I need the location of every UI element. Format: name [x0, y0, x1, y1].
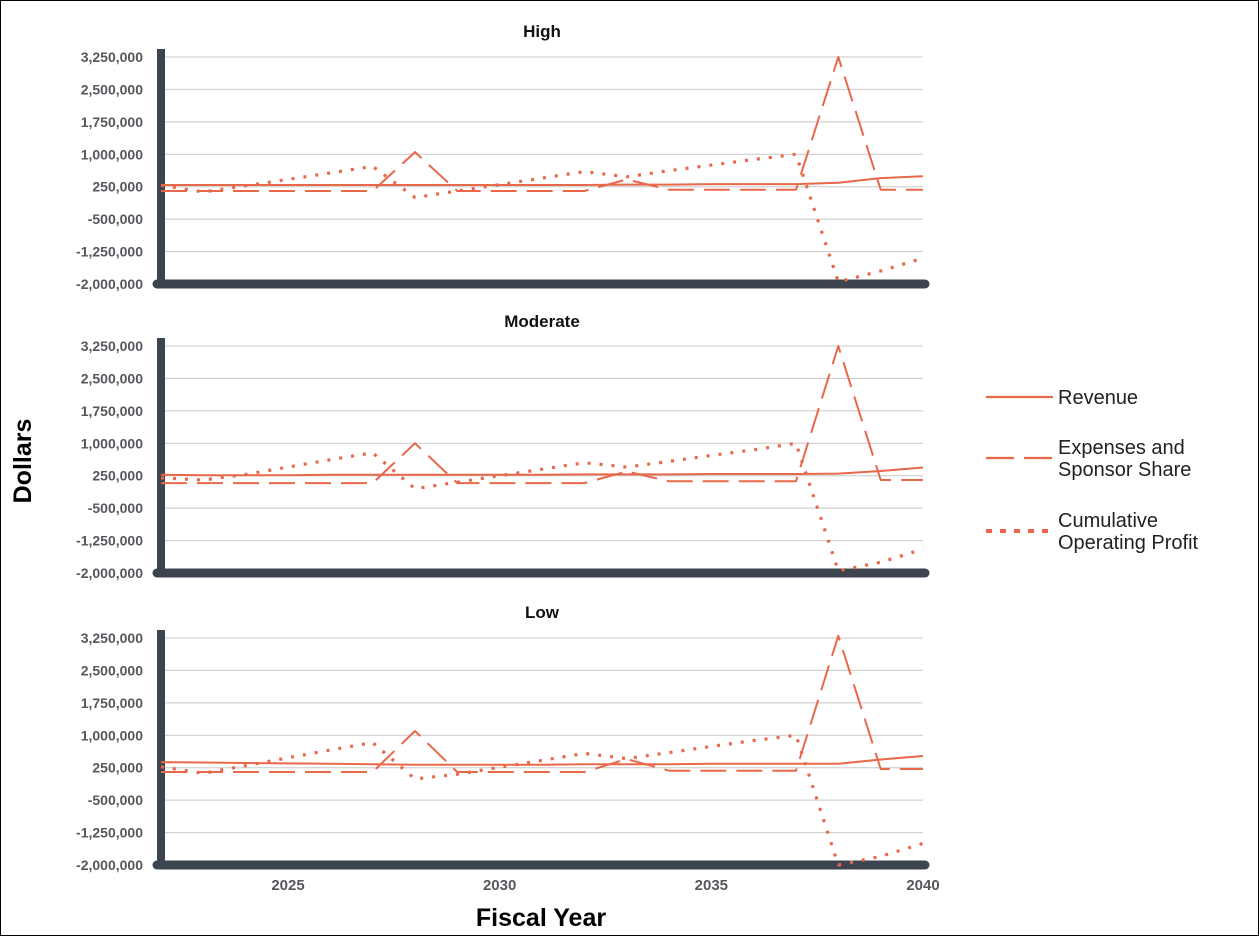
series-expenses-and-sponsor-share [161, 345, 923, 485]
panel-title: Low [525, 603, 560, 622]
panel-moderate: Moderate -2,000,000 -1,250,000 -500,000 250,… [76, 312, 930, 581]
legend-label: Revenue [1058, 387, 1138, 409]
panel-title: High [523, 22, 561, 41]
legend-label: Cumulative [1058, 510, 1158, 532]
y-tick-label: -500,000 [88, 211, 143, 227]
y-tick-label: -1,250,000 [76, 825, 143, 841]
panel-low: Low -2,000,000 -1,250,000 -500,000 250,000 1,… [76, 603, 930, 873]
legend-label: Expenses and [1058, 437, 1185, 459]
y-tick-label: -500,000 [88, 792, 143, 808]
x-tick-label: 2040 [906, 877, 939, 894]
y-tick-label: 1,000,000 [81, 146, 143, 162]
y-tick-label: 2,500,000 [81, 662, 143, 678]
y-tick-label: -2,000,000 [76, 565, 143, 581]
y-tick-label: -2,000,000 [76, 276, 143, 292]
y-tick-label: 1,750,000 [81, 403, 143, 419]
legend-label: Operating Profit [1058, 532, 1199, 554]
y-tick-label: -1,250,000 [76, 244, 143, 260]
x-tick-label: 2030 [483, 877, 516, 894]
x-axis-title: Fiscal Year [476, 904, 606, 932]
y-tick-label: 1,000,000 [81, 727, 143, 743]
series-revenue [160, 755, 924, 766]
legend-label: Sponsor Share [1058, 459, 1191, 481]
y-tick-label: -500,000 [88, 500, 143, 516]
x-tick-label: 2025 [271, 877, 304, 894]
panel-high: High -2,000,000 -1,250,000 -500,000 250,000 1… [76, 22, 930, 292]
series-revenue [160, 466, 924, 477]
series-revenue [161, 175, 924, 186]
y-tick-label: 2,500,000 [81, 370, 143, 386]
y-tick-label: 250,000 [92, 760, 143, 776]
y-tick-label: -1,250,000 [76, 533, 143, 549]
y-tick-label: 3,250,000 [81, 630, 143, 646]
y-tick-label: 1,000,000 [81, 435, 143, 451]
x-axis-ticks: 2025 2030 2035 2040 [271, 877, 939, 894]
series-expenses-and-sponsor-share [161, 634, 923, 773]
y-tick-label: 250,000 [92, 468, 143, 484]
y-tick-label: 250,000 [92, 179, 143, 195]
y-tick-label: 2,500,000 [81, 81, 143, 97]
panels: High -2,000,000 -1,250,000 -500,000 250,000 1… [76, 22, 930, 873]
y-axis-title: Dollars [9, 419, 37, 504]
series-expenses-and-sponsor-share [161, 56, 923, 192]
y-tick-label: 3,250,000 [81, 49, 143, 65]
x-tick-label: 2035 [695, 877, 728, 894]
series-cumulative-operating-profit [160, 152, 924, 284]
panel-title: Moderate [504, 312, 580, 331]
y-tick-label: 1,750,000 [81, 114, 143, 130]
y-tick-label: 3,250,000 [81, 338, 143, 354]
y-tick-label: 1,750,000 [81, 695, 143, 711]
y-tick-label: -2,000,000 [76, 857, 143, 873]
series-cumulative-operating-profit [160, 441, 924, 573]
